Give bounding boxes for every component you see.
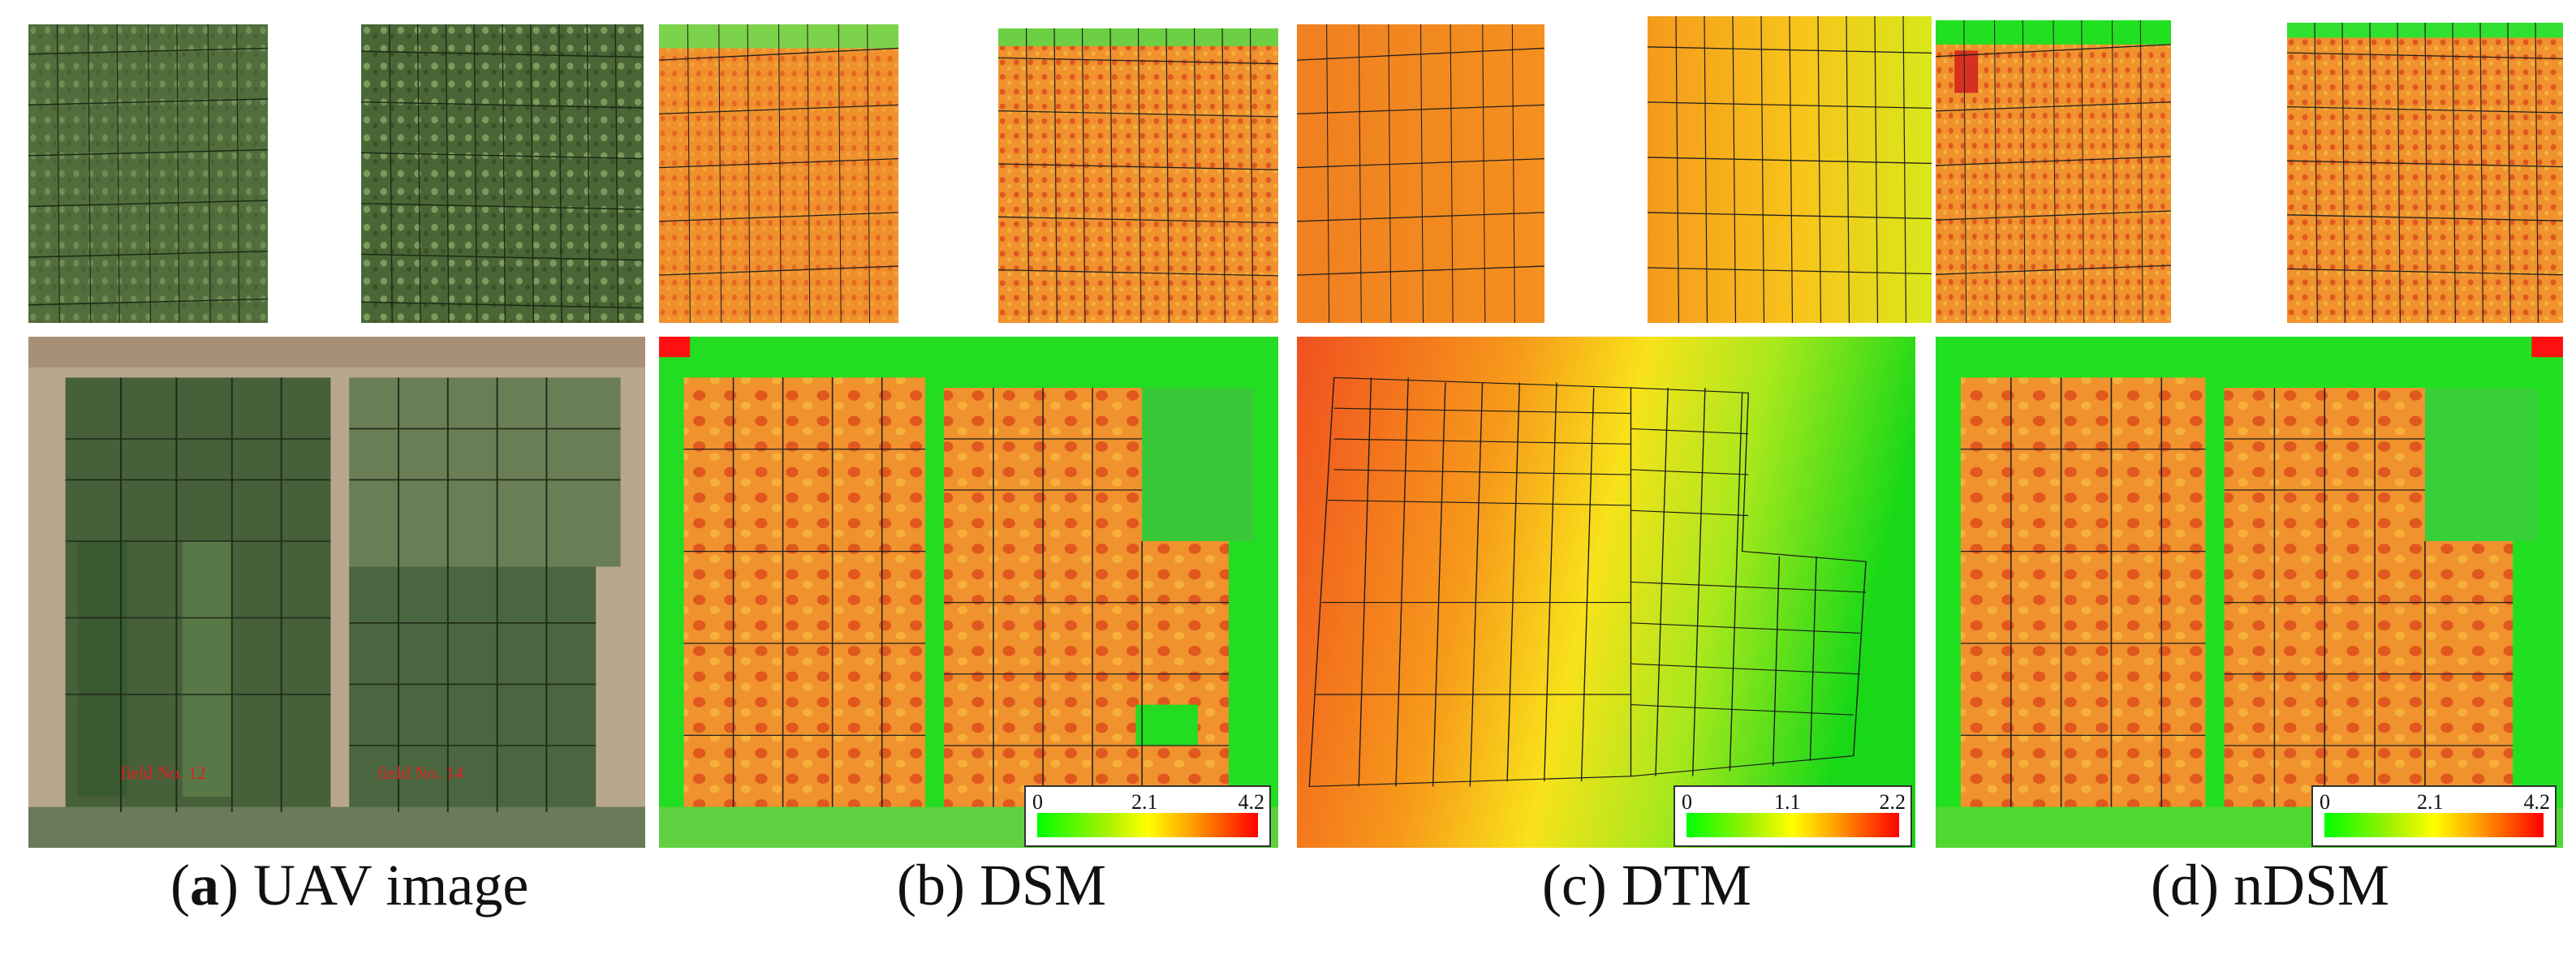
- caption-dsm: (b) DSM: [897, 853, 1107, 918]
- dtm-colorbar-gradient: [1686, 813, 1899, 837]
- dsm-colorbar-gradient: [1037, 813, 1258, 837]
- ndsm-colorbar: 0 2.1 4.2: [2311, 785, 2557, 847]
- ndsm-colorbar-max: 4.2: [2523, 790, 2551, 814]
- dsm-thumbnail-field-14: [998, 28, 1278, 323]
- dtm-colorbar-max: 2.2: [1879, 790, 1906, 814]
- dtm-thumbnail-field-14: [1648, 16, 1932, 323]
- uav-thumbnail-field-14: [361, 24, 644, 323]
- caption-dtm: (c) DTM: [1542, 853, 1751, 918]
- dtm-overview-map: [1297, 337, 1915, 848]
- uav-image-overview: [28, 337, 645, 848]
- caption-uav-image: (a) UAV image: [170, 853, 529, 918]
- dsm-colorbar-max: 4.2: [1238, 790, 1265, 814]
- dsm-colorbar: 0 2.1 4.2: [1024, 785, 1271, 847]
- field-label-12: field No. 12: [120, 763, 206, 783]
- ndsm-thumbnail-field-12: [1936, 20, 2171, 323]
- ndsm-colorbar-gradient: [2324, 813, 2544, 837]
- field-label-14: field No. 14: [377, 763, 463, 783]
- uav-thumbnail-field-12: [28, 24, 268, 323]
- dsm-thumbnail-field-12: [659, 24, 898, 323]
- dsm-overview-map: [659, 337, 1278, 848]
- ndsm-colorbar-min: 0: [2320, 790, 2330, 814]
- dtm-thumbnail-field-12: [1297, 24, 1544, 323]
- caption-uav-text: UAV image: [252, 853, 529, 918]
- caption-uav-letter: a: [189, 853, 219, 918]
- dtm-colorbar: 0 1.1 2.2: [1674, 785, 1912, 847]
- ndsm-colorbar-mid: 2.1: [2417, 790, 2444, 814]
- ndsm-thumbnail-field-14: [2287, 23, 2563, 323]
- dsm-colorbar-min: 0: [1032, 790, 1043, 814]
- dsm-colorbar-mid: 2.1: [1131, 790, 1158, 814]
- caption-ndsm: (d) nDSM: [2151, 853, 2390, 918]
- dtm-colorbar-min: 0: [1682, 790, 1692, 814]
- ndsm-overview-map: [1936, 337, 2563, 848]
- dtm-colorbar-mid: 1.1: [1774, 790, 1801, 814]
